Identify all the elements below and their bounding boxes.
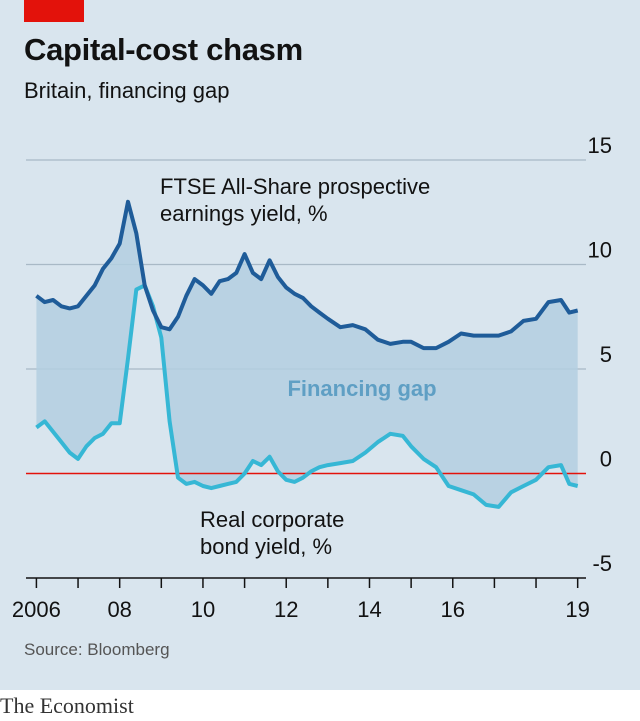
- y-tick-label: 5: [600, 342, 612, 367]
- series-line-ftse-yield: [35, 199, 579, 351]
- x-tick-label: 14: [357, 597, 381, 622]
- x-tick-label: 12: [274, 597, 298, 622]
- ftse-series-label: earnings yield, %: [160, 201, 328, 226]
- series-lines-layer: [35, 199, 579, 509]
- bond-series-label: bond yield, %: [200, 534, 332, 559]
- y-tick-label: 10: [588, 238, 612, 263]
- bond-series-label: Real corporate: [200, 507, 344, 532]
- y-tick-label: 0: [600, 447, 612, 472]
- x-tick-label: 10: [191, 597, 215, 622]
- x-tick-label: 08: [107, 597, 131, 622]
- financing-gap-label: Financing gap: [287, 376, 436, 401]
- series-line-bond-yield: [35, 283, 579, 509]
- y-tick-label: -5: [592, 551, 612, 576]
- x-tick-label: 16: [441, 597, 465, 622]
- y-tick-labels: 15 10 5 0 -5: [588, 133, 612, 576]
- x-tick-label: 2006: [12, 597, 61, 622]
- chart-svg: 15 10 5 0 -5 2006 08 10 12 14 16 19 FTSE All-Share…: [12, 133, 612, 622]
- chart-subtitle: Britain, financing gap: [24, 78, 230, 103]
- economist-logo: The Economist: [0, 693, 134, 718]
- source-note: Source: Bloomberg: [24, 640, 170, 659]
- x-axis: 2006 08 10 12 14 16 19: [12, 577, 590, 622]
- x-tick-label: 19: [565, 597, 589, 622]
- brand-red-bar: [24, 0, 84, 22]
- ftse-series-label: FTSE All-Share prospective: [160, 174, 430, 199]
- y-tick-label: 15: [588, 133, 612, 158]
- chart-title: Capital-cost chasm: [24, 32, 303, 67]
